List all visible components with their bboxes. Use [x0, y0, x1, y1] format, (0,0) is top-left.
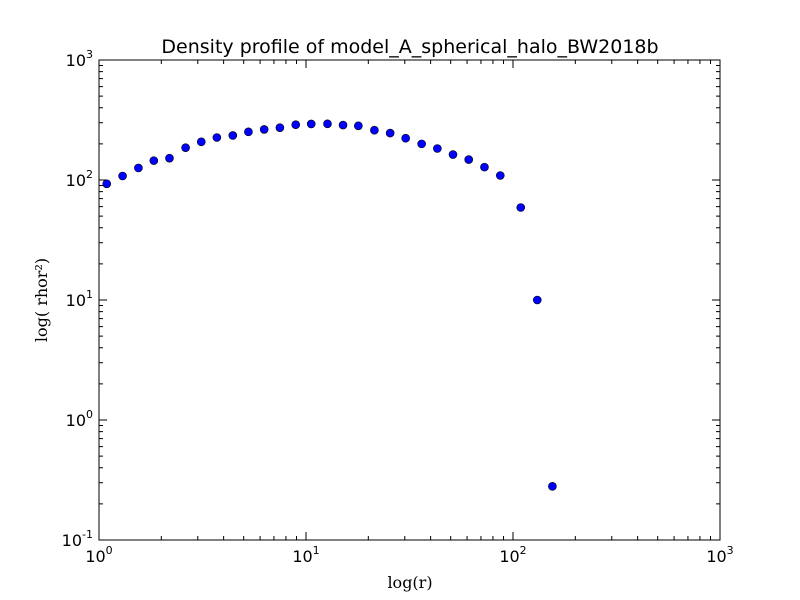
y-tick-label: 103 — [66, 48, 93, 70]
data-point — [532, 295, 542, 305]
data-point — [464, 155, 474, 164]
x-tick-label: 102 — [499, 544, 526, 566]
y-axis-label: log( rhor²) — [32, 258, 51, 342]
x-tick-label: 103 — [706, 544, 733, 566]
data-point — [102, 179, 112, 189]
data-point — [323, 119, 332, 129]
data-point — [448, 150, 458, 159]
data-point — [118, 171, 127, 181]
x-tick-label: 100 — [85, 544, 112, 566]
data-point — [259, 125, 269, 134]
data-point — [433, 144, 442, 153]
data-point — [370, 125, 379, 135]
y-tick-label: 102 — [66, 168, 93, 190]
y-tick-label: 101 — [66, 288, 93, 310]
data-point — [548, 482, 557, 491]
x-tick-label: 101 — [292, 544, 319, 566]
data-point — [480, 162, 489, 172]
data-point — [516, 203, 526, 212]
data-point — [244, 127, 253, 137]
data-point — [306, 119, 316, 129]
data-point — [495, 171, 505, 180]
data-point — [385, 128, 395, 138]
data-point — [338, 120, 348, 130]
plot-area — [98, 59, 721, 541]
data-point — [228, 131, 238, 140]
data-point — [354, 121, 363, 131]
data-point — [165, 153, 174, 163]
data-point — [417, 139, 426, 149]
x-axis-label: log(r) — [387, 573, 432, 592]
data-point — [181, 143, 190, 152]
y-tick-label: 100 — [66, 408, 93, 430]
data-point — [212, 133, 222, 142]
data-point — [196, 137, 206, 147]
data-point — [291, 120, 301, 129]
data-point — [401, 133, 410, 143]
data-point — [149, 156, 159, 165]
chart-title: Density profile of model_A_spherical_hal… — [161, 36, 658, 58]
data-points — [102, 119, 557, 491]
data-point — [134, 163, 143, 173]
data-point — [275, 123, 285, 132]
y-tick-label: 10-1 — [62, 528, 93, 550]
